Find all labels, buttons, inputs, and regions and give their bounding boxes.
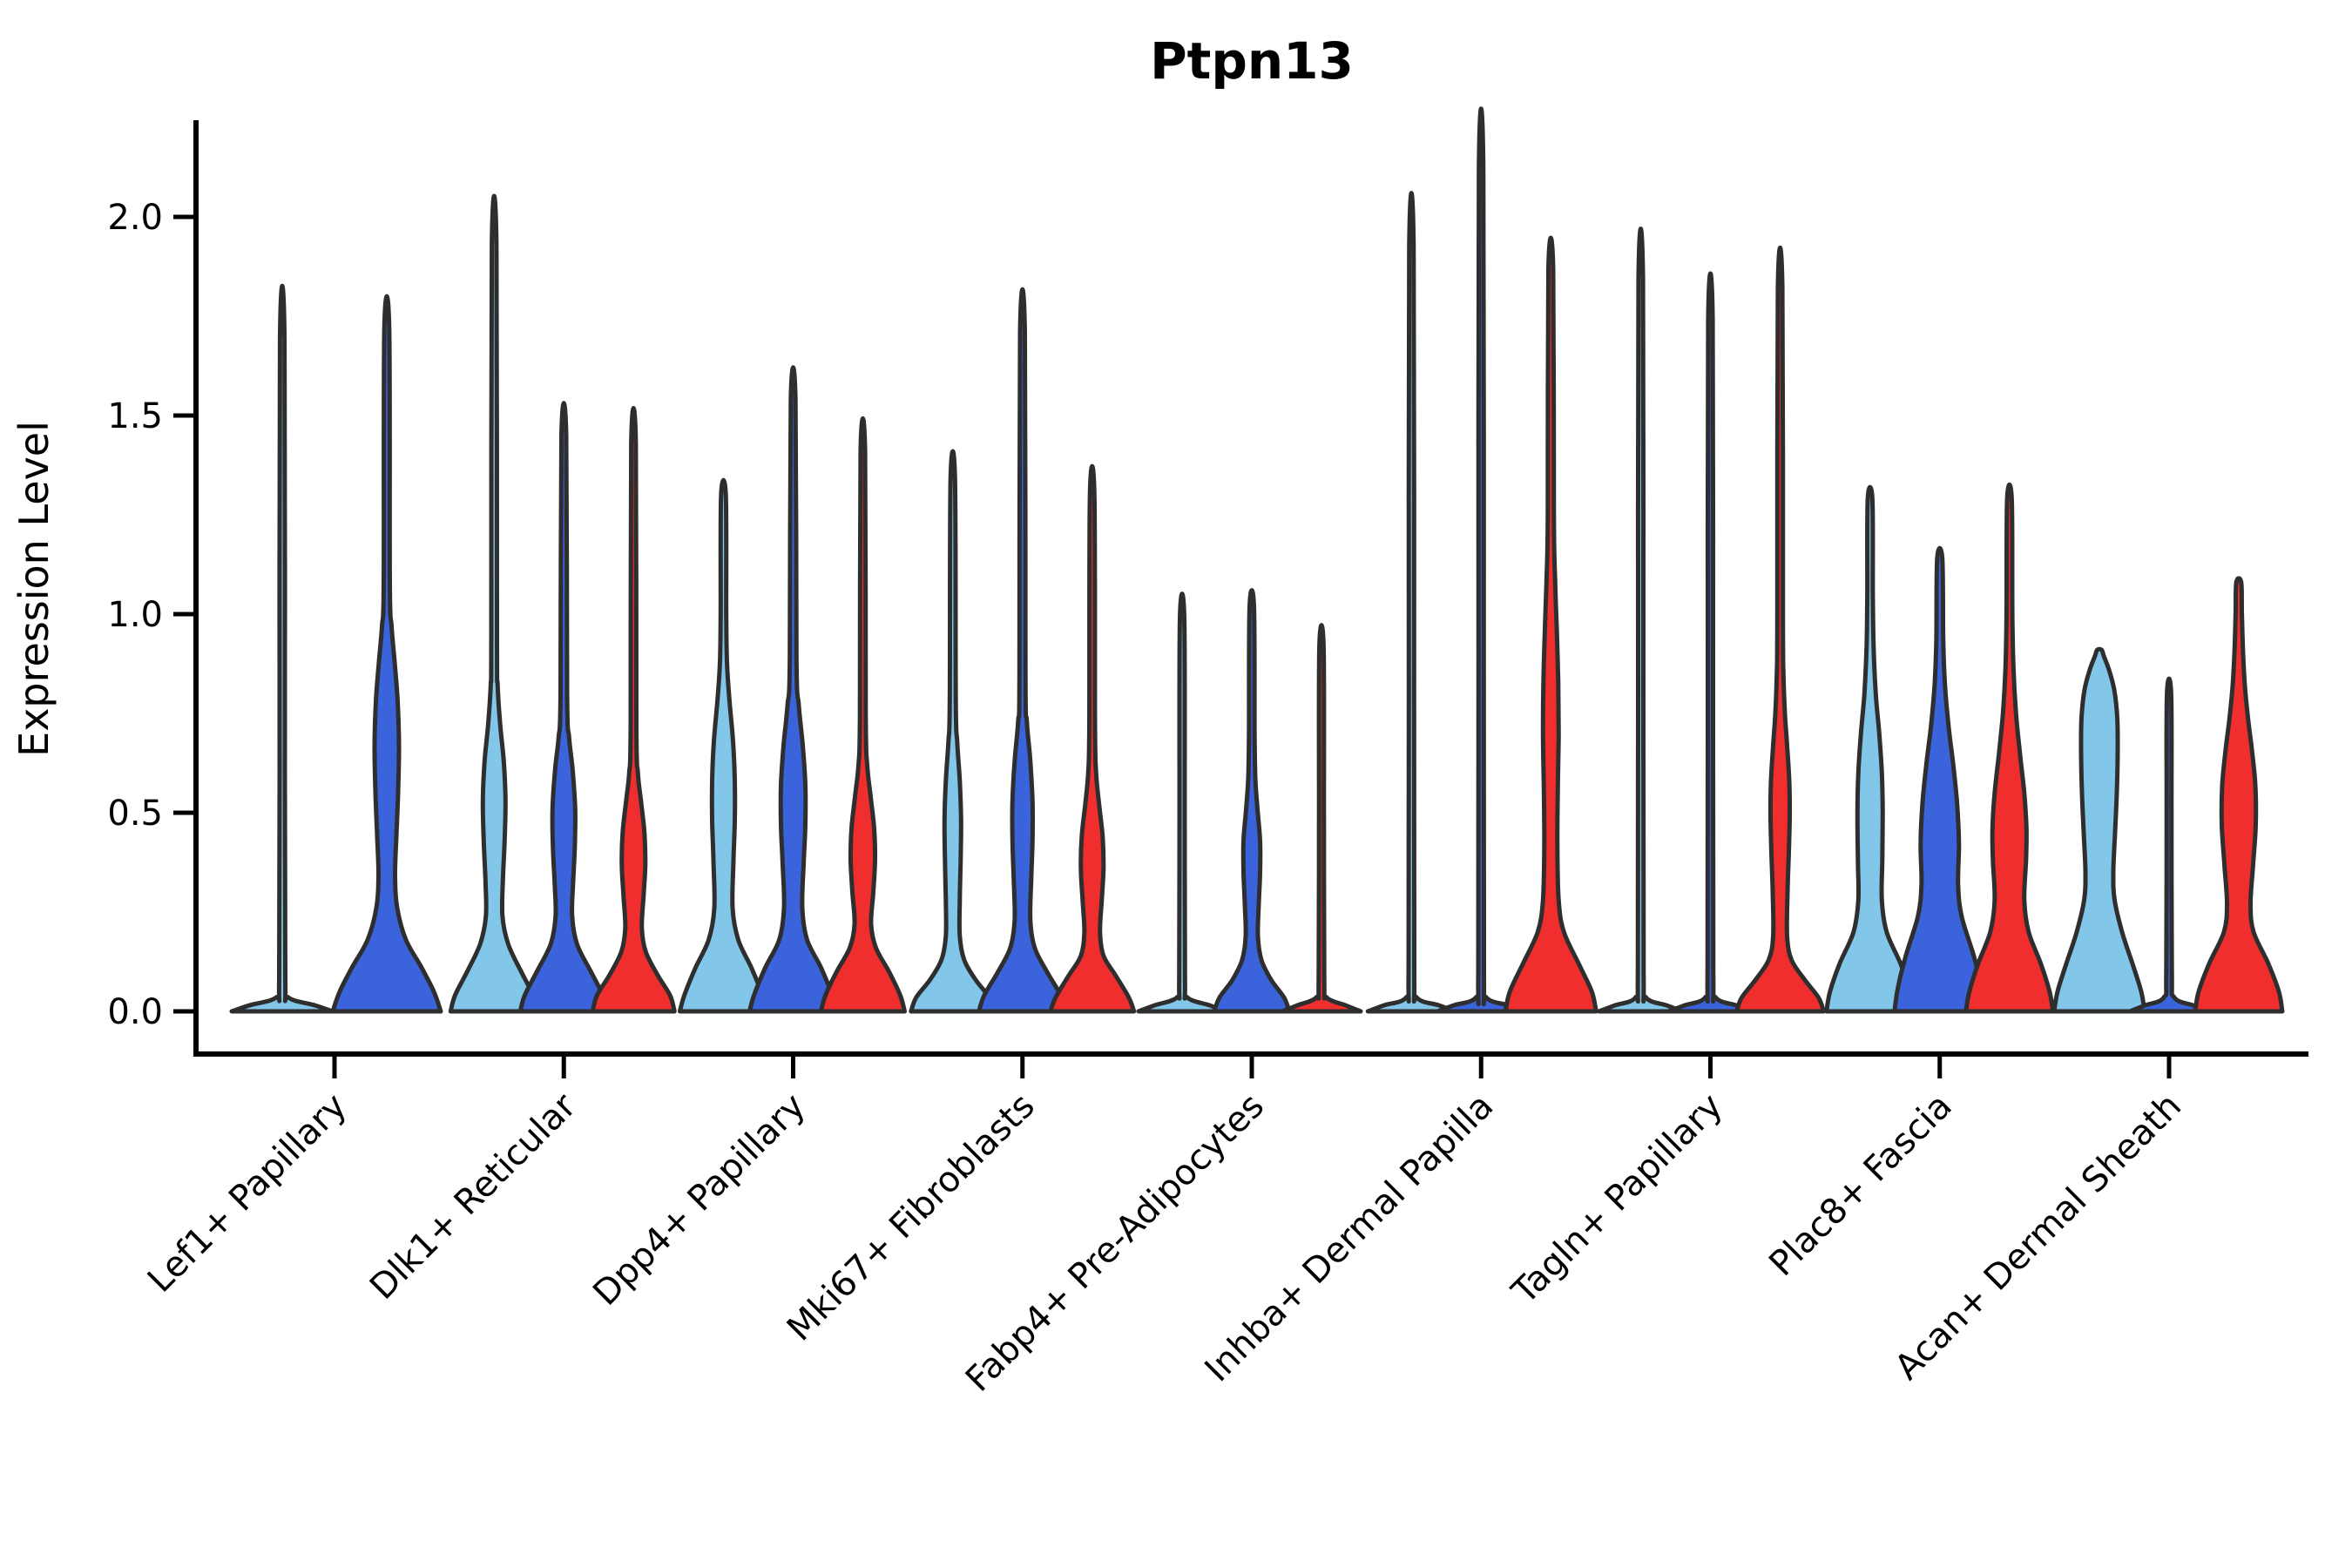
x-tick-label: Lef1+ Papillary [140, 1086, 355, 1301]
x-tick-label-layer: Lef1+ Papillary Dlk1+ Reticular Dpp4+ Papi… [140, 1085, 2189, 1400]
violin-fabp4-light_blue [1136, 591, 1228, 1014]
violin-plac8-light_blue [1824, 484, 1916, 1014]
violin-dpp4-dark_blue [747, 365, 839, 1014]
violin-tagln-red [1734, 245, 1826, 1014]
x-tick-label: Dpp4+ Papillary [585, 1086, 813, 1314]
violin-acan-dark_blue [2127, 676, 2211, 1014]
violin-inhba-light_blue [1365, 191, 1457, 1014]
violin-acan-light_blue [2051, 646, 2147, 1014]
chart-title: Ptpn13 [1150, 31, 1354, 91]
y-tick-label: 1.5 [107, 396, 163, 436]
y-tick-label: 0.0 [107, 992, 163, 1032]
y-tick-label: 0.5 [107, 794, 163, 834]
violin-dlk1-light_blue [448, 193, 540, 1014]
violin-layer [229, 106, 2285, 1014]
violin-mki67-red [1048, 463, 1137, 1014]
y-tick-label: 2.0 [107, 198, 163, 238]
y-tick-label: 1.0 [107, 595, 163, 635]
y-axis-label: Expression Level [10, 421, 57, 757]
violin-plac8-red [1963, 482, 2056, 1014]
violin-mki67-dark_blue [977, 287, 1069, 1014]
x-tick-label: Plac8+ Fascia [1761, 1086, 1960, 1285]
violin-dpp4-light_blue [678, 477, 769, 1014]
violin-tagln-dark_blue [1666, 271, 1754, 1014]
axes-layer: 0.0 0.5 1.0 1.5 2.0 [107, 120, 2308, 1078]
violin-lef1-light_blue [229, 283, 335, 1014]
violin-inhba-red [1503, 235, 1598, 1014]
violin-lef1-dark_blue [330, 294, 443, 1014]
violin-tagln-light_blue [1597, 226, 1685, 1014]
violin-dlk1-red [590, 406, 677, 1014]
violin-plac8-dark_blue [1892, 545, 1988, 1014]
violin-acan-red [2193, 576, 2285, 1014]
x-tick-label: Mki67+ Fibroblasts [780, 1086, 1043, 1349]
violin-mki67-light_blue [909, 449, 997, 1014]
violin-dpp4-red [819, 416, 907, 1014]
x-tick-label: Dlk1+ Reticular [362, 1085, 585, 1308]
violin-inhba-dark_blue [1435, 106, 1527, 1014]
x-tick-label: Tagln+ Papillary [1504, 1086, 1731, 1313]
violin-fabp4-dark_blue [1212, 588, 1292, 1014]
violin-fabp4-red [1280, 623, 1363, 1014]
violin-dlk1-dark_blue [517, 401, 610, 1014]
